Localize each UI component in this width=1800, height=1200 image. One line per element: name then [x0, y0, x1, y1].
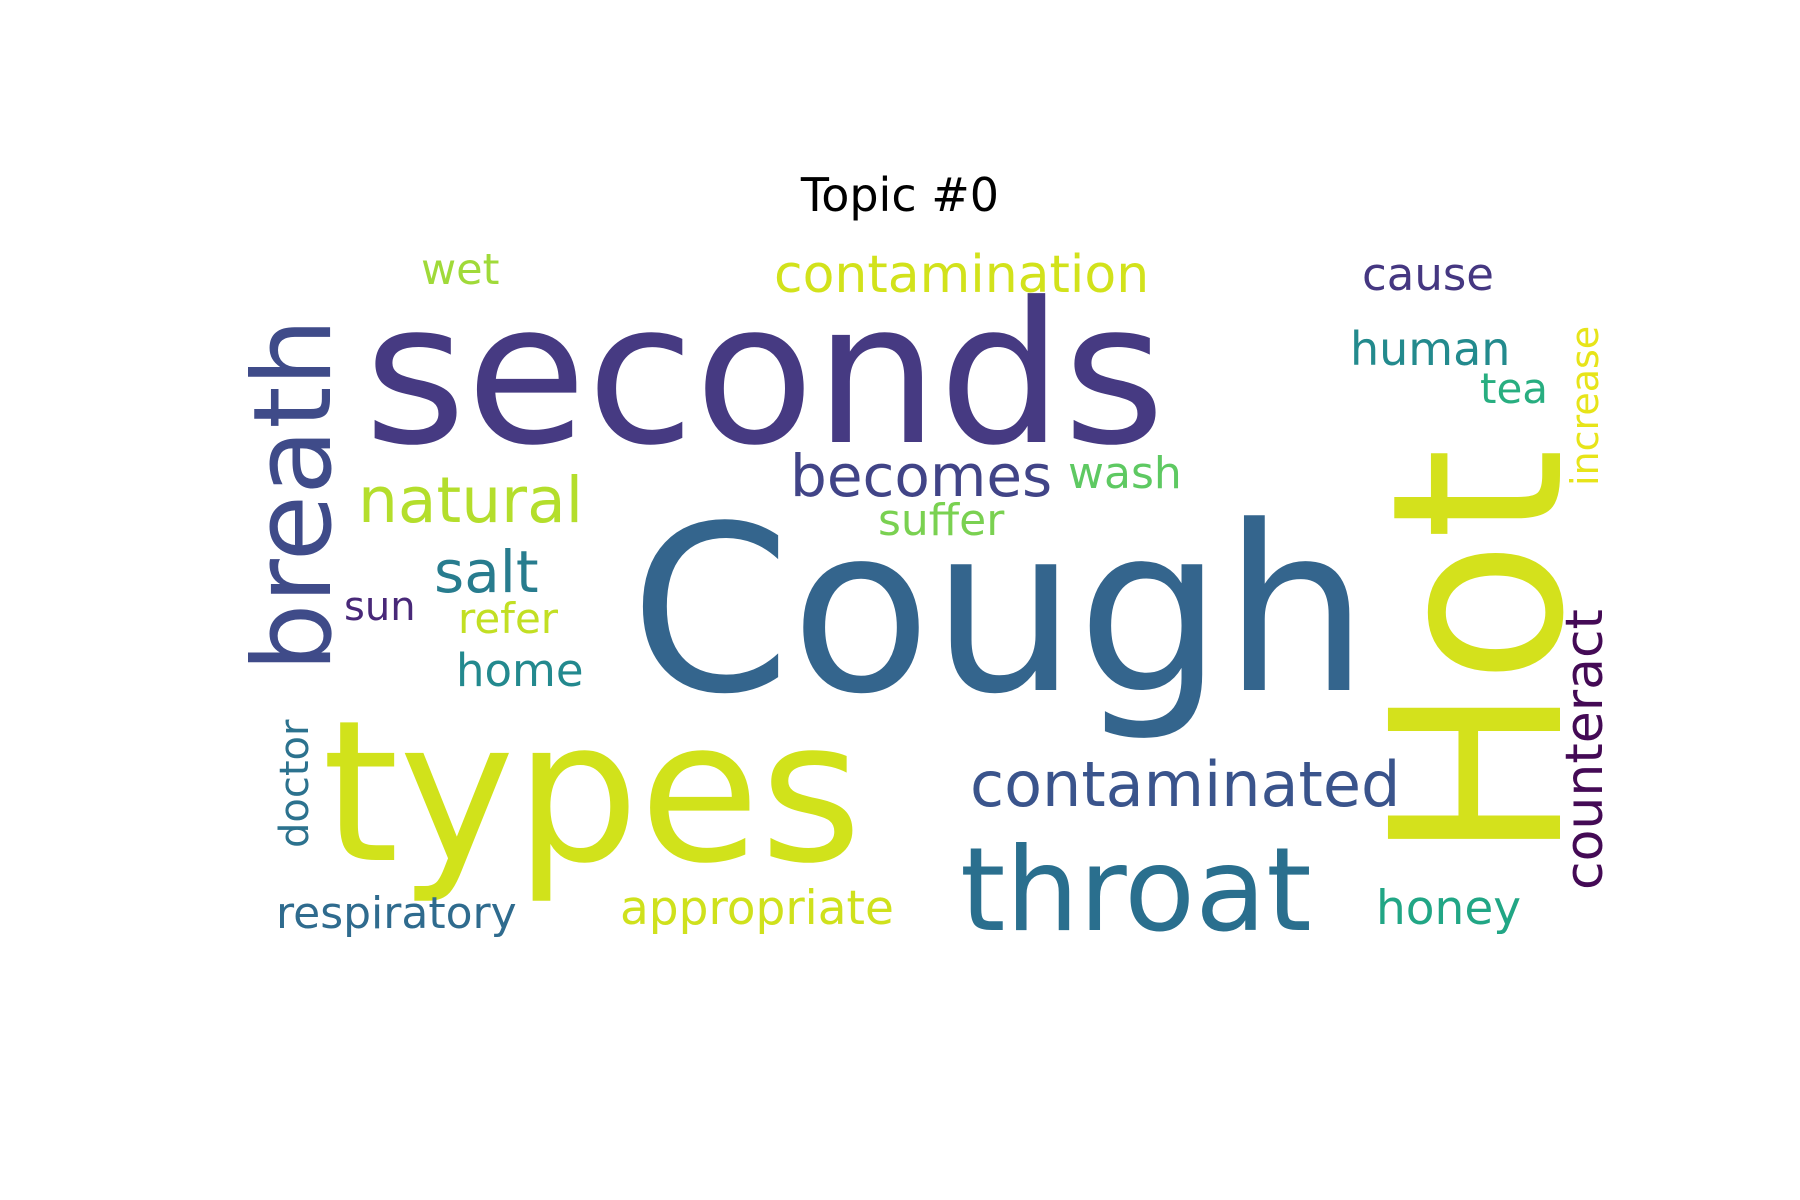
word-home: home: [456, 644, 584, 697]
word-cause: cause: [1362, 248, 1494, 301]
word-sun: sun: [344, 584, 416, 630]
word-honey: honey: [1376, 881, 1521, 936]
word-salt: salt: [434, 538, 539, 606]
word-increase: increase: [1563, 326, 1607, 486]
word-natural: natural: [358, 464, 583, 537]
word-wet: wet: [421, 245, 499, 295]
word-types: types: [322, 679, 862, 907]
word-suffer: suffer: [878, 495, 1005, 546]
figure-title: Topic #0: [800, 168, 1000, 222]
word-refer: refer: [458, 594, 559, 643]
word-counteract: counteract: [1555, 609, 1615, 890]
word-becomes: becomes: [790, 442, 1052, 510]
word-cough: Cough: [630, 478, 1369, 745]
word-doctor: doctor: [272, 719, 318, 848]
word-contaminated: contaminated: [970, 748, 1400, 821]
word-respiratory: respiratory: [276, 888, 517, 939]
word-throat: throat: [960, 823, 1312, 958]
word-breath: breath: [231, 318, 356, 672]
word-contamination: contamination: [774, 245, 1149, 305]
word-hot: Hot: [1341, 448, 1616, 862]
word-human: human: [1350, 322, 1510, 376]
word-seconds: seconds: [364, 261, 1165, 489]
word-appropriate: appropriate: [620, 881, 894, 936]
word-tea: tea: [1480, 364, 1548, 413]
word-wash: wash: [1068, 448, 1182, 499]
